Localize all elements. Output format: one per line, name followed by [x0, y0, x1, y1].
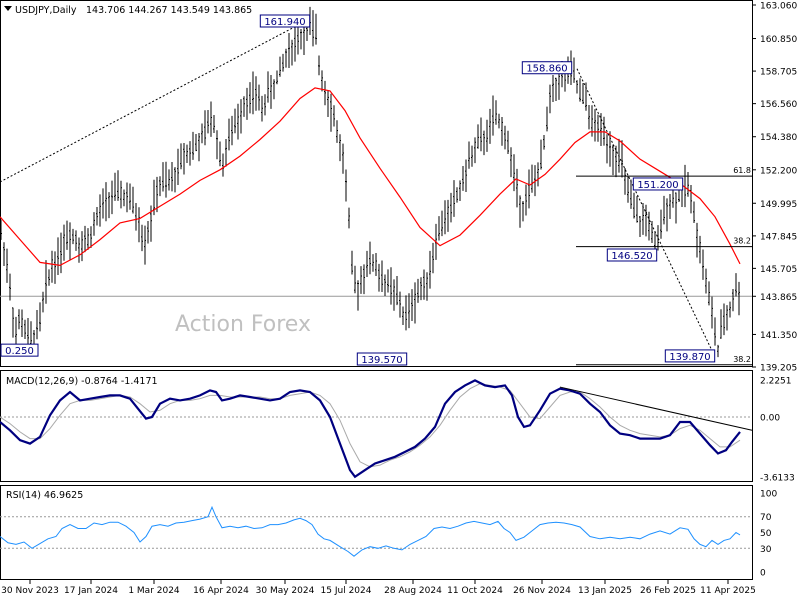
macd-axis-label: 0.00 — [760, 413, 780, 423]
macd-axis-label: 2.2251 — [760, 377, 792, 387]
price-annotation-label: 161.940 — [264, 17, 305, 28]
chart-symbol: USDJPY,Daily — [15, 5, 77, 16]
price-panel — [0, 0, 753, 367]
price-trendline — [576, 68, 716, 358]
rsi-line — [0, 505, 741, 557]
date-axis-label: 15 Jul 2024 — [321, 586, 372, 596]
price-axis-label: 149.995 — [760, 200, 797, 210]
price-axis-label: 139.205 — [760, 364, 797, 374]
price-axis-label: 145.705 — [760, 265, 797, 275]
watermark: Action Forex — [175, 312, 311, 337]
price-annotation-label: 139.570 — [361, 355, 402, 366]
price-axis-label: 152.200 — [760, 166, 797, 176]
price-axis-label: 156.560 — [760, 100, 797, 110]
macd-panel — [0, 370, 753, 482]
price-annotation-box — [356, 352, 408, 366]
price-annotation-box — [0, 343, 39, 357]
last-price-label: 143.865 — [760, 293, 797, 303]
price-axis-label: 147.845 — [760, 232, 797, 242]
price-annotation-label: 0.250 — [5, 346, 34, 357]
price-annotation-box — [521, 61, 573, 75]
last-price-box — [756, 289, 798, 304]
date-axis-label: 26 Feb 2025 — [640, 586, 696, 596]
fib-level-label: 61.8 — [733, 166, 751, 175]
macd-line — [0, 379, 741, 479]
rsi-axis-label: 50 — [760, 529, 772, 539]
rsi-label: RSI(14) 46.9625 — [6, 490, 83, 501]
date-axis-label: 30 Nov 2023 — [1, 586, 59, 596]
date-axis-label: 13 Jan 2025 — [578, 586, 632, 596]
collapse-triangle-icon[interactable] — [4, 6, 12, 11]
price-axis-label: 163.060 — [760, 2, 797, 12]
price-annotation-box — [606, 248, 658, 262]
price-axis-label: 160.850 — [760, 35, 797, 45]
price-annotation-label: 158.860 — [526, 64, 567, 75]
macd-trendline — [559, 386, 753, 431]
date-axis-label: 28 Aug 2024 — [384, 586, 442, 596]
date-axis-label: 17 Jan 2024 — [64, 586, 118, 596]
macd-label: MACD(12,26,9) -0.8764 -1.4171 — [6, 376, 158, 387]
date-axis-label: 16 Apr 2024 — [193, 586, 249, 596]
rsi-axis-label: 100 — [760, 490, 777, 500]
moving-average-line — [0, 87, 741, 267]
date-axis-label: 1 Mar 2024 — [128, 586, 180, 596]
fib-level-label: 38.2 — [733, 237, 751, 246]
date-axis-label: 30 May 2024 — [256, 586, 315, 596]
rsi-axis-label: 30 — [760, 545, 772, 555]
price-axis-label: 158.705 — [760, 68, 797, 78]
price-axis-label: 141.350 — [760, 331, 797, 341]
fib-level-label: 38.2 — [733, 355, 751, 364]
date-axis-label: 11 Oct 2024 — [447, 586, 503, 596]
price-trendline — [0, 21, 305, 183]
price-annotation-box — [664, 349, 716, 363]
rsi-axis-label: 0 — [760, 569, 766, 579]
price-annotation-box — [632, 177, 684, 191]
rsi-panel — [0, 485, 753, 580]
price-axis-label: 154.380 — [760, 133, 797, 143]
price-annotation-label: 151.200 — [637, 180, 678, 191]
price-annotation-label: 146.520 — [611, 251, 652, 262]
price-annotation-label: 139.870 — [669, 352, 710, 363]
chart-ohlc: 143.706 144.267 143.549 143.865 — [86, 5, 252, 16]
price-annotation-box — [259, 14, 311, 28]
macd-axis-label: -3.6133 — [760, 474, 795, 484]
rsi-axis-label: 70 — [760, 513, 772, 523]
date-axis-label: 26 Nov 2024 — [513, 586, 571, 596]
date-axis-label: 11 Apr 2025 — [700, 586, 756, 596]
